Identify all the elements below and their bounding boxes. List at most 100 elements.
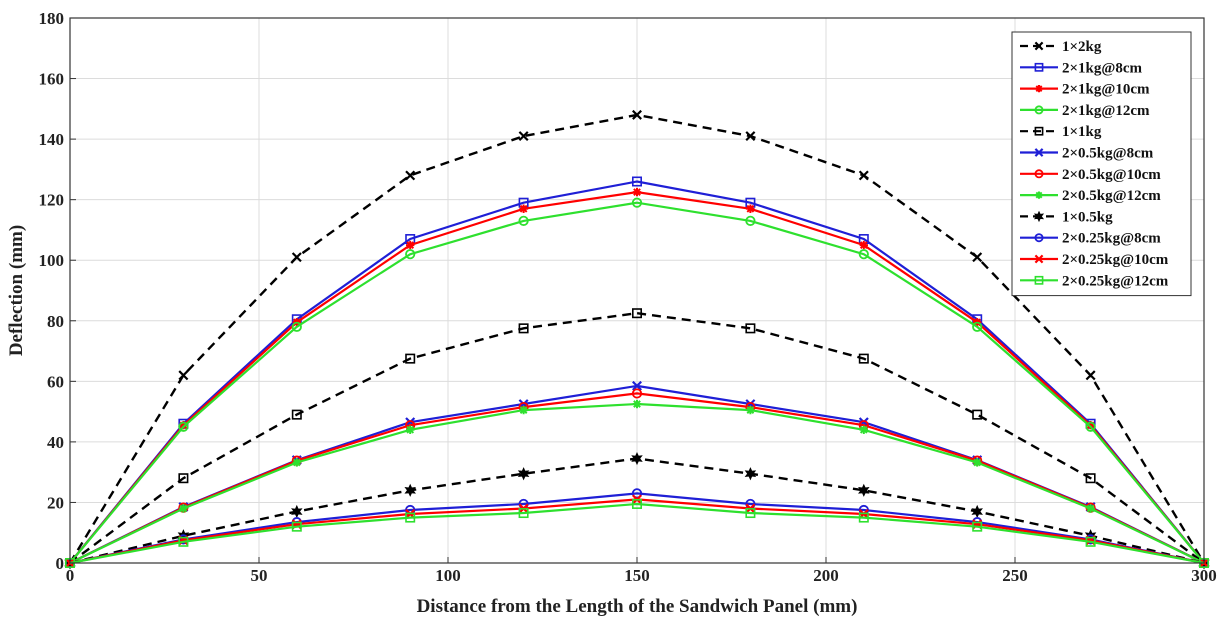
data-point [406, 425, 415, 434]
legend-label: 1×0.5kg [1062, 209, 1113, 225]
data-point [631, 451, 643, 466]
y-tick-label: 120 [39, 191, 65, 210]
series-line [69, 502, 1205, 565]
data-point [405, 249, 416, 260]
data-point [632, 187, 642, 197]
legend-entry: 2×1kg@10cm [1020, 82, 1150, 98]
legend-entry: 2×0.5kg@12cm [1020, 188, 1161, 204]
x-tick-label: 50 [251, 566, 268, 585]
data-point [631, 308, 642, 319]
data-point [178, 421, 189, 432]
data-point [405, 170, 416, 181]
legend-label: 1×2kg [1062, 39, 1102, 55]
data-point [519, 405, 528, 415]
plot-series [64, 109, 1210, 570]
series-line [69, 311, 1205, 564]
data-point [1085, 473, 1096, 484]
y-tick-label: 20 [47, 493, 64, 512]
data-point [858, 483, 870, 497]
legend-label: 2×0.5kg@12cm [1062, 188, 1161, 204]
data-point [1085, 421, 1096, 432]
data-point [972, 409, 983, 420]
legend-entry: 2×0.25kg@8cm [1020, 231, 1161, 247]
data-point [517, 467, 530, 481]
data-point [631, 197, 643, 208]
data-point [1085, 536, 1096, 547]
x-axis-label: Distance from the Length of the Sandwich… [417, 596, 858, 617]
data-point [405, 353, 416, 364]
data-point [1034, 169, 1044, 179]
legend-entry: 2×0.5kg@10cm [1020, 167, 1161, 183]
series-line [69, 201, 1205, 564]
y-axis-label: Deflection (mm) [6, 225, 27, 356]
data-point [519, 204, 528, 213]
data-point [178, 473, 189, 484]
legend-box [1011, 31, 1192, 297]
legend-entry: 2×0.25kg@12cm [1020, 273, 1169, 289]
data-point [745, 215, 756, 226]
legend-entry: 2×1kg@12cm [1020, 103, 1150, 119]
data-point [1034, 148, 1044, 157]
legend-label: 2×1kg@12cm [1062, 103, 1150, 119]
data-point [178, 370, 189, 381]
x-tick-label: 250 [1002, 566, 1028, 585]
data-point [1034, 126, 1044, 136]
x-tick-label: 300 [1191, 566, 1217, 585]
x-tick-label: 200 [813, 566, 839, 585]
data-point [631, 176, 642, 187]
data-point [632, 109, 642, 120]
data-point [746, 405, 755, 415]
legend-entry: 2×0.5kg@8cm [1020, 146, 1154, 162]
data-point [1035, 191, 1043, 199]
data-point [631, 388, 643, 399]
data-point [291, 252, 302, 263]
data-point [405, 512, 416, 523]
data-point [858, 353, 869, 364]
data-point [973, 458, 982, 467]
data-point [858, 512, 869, 523]
y-tick-label: 80 [47, 312, 64, 331]
data-point [1035, 85, 1043, 93]
data-point [1086, 421, 1095, 430]
data-point [745, 508, 756, 519]
series-line [69, 492, 1205, 565]
data-point [1034, 233, 1044, 243]
data-point [291, 521, 302, 532]
data-point [631, 498, 642, 509]
data-point [632, 380, 642, 391]
data-point [292, 458, 301, 467]
data-point [1034, 41, 1044, 51]
series-line [69, 392, 1205, 564]
y-tick-label: 40 [47, 433, 64, 452]
data-point [745, 323, 756, 334]
data-point [1034, 105, 1044, 115]
legend-label: 2×0.5kg@8cm [1062, 146, 1154, 162]
data-point [518, 131, 529, 142]
legend: 1×2kg 2×1kg@8cm 2×1kg@10cm 2×1kg@12cm 1×1kg 2… [1011, 31, 1192, 297]
y-tick-label: 100 [39, 251, 65, 270]
data-point [518, 508, 529, 519]
data-point [1033, 210, 1045, 223]
data-point [745, 131, 756, 142]
x-tick-label: 0 [66, 566, 75, 585]
data-point [858, 249, 869, 260]
data-point [1034, 275, 1044, 285]
data-point [1034, 254, 1044, 264]
data-point [632, 399, 642, 409]
data-point [859, 240, 868, 250]
data-point [406, 240, 415, 250]
data-point [179, 421, 188, 430]
y-tick-label: 140 [39, 130, 65, 149]
y-tick-label: 0 [56, 554, 65, 573]
legend-entry: 2×0.25kg@10cm [1020, 252, 1169, 268]
legend-label: 2×1kg@10cm [1062, 82, 1150, 98]
legend-label: 2×0.25kg@12cm [1062, 273, 1169, 289]
legend-entry: 1×0.5kg [1020, 209, 1113, 225]
data-point [179, 504, 188, 513]
data-point [859, 425, 868, 434]
data-point [518, 323, 529, 334]
data-point [972, 252, 983, 263]
data-point [291, 321, 302, 332]
data-point [291, 409, 302, 420]
